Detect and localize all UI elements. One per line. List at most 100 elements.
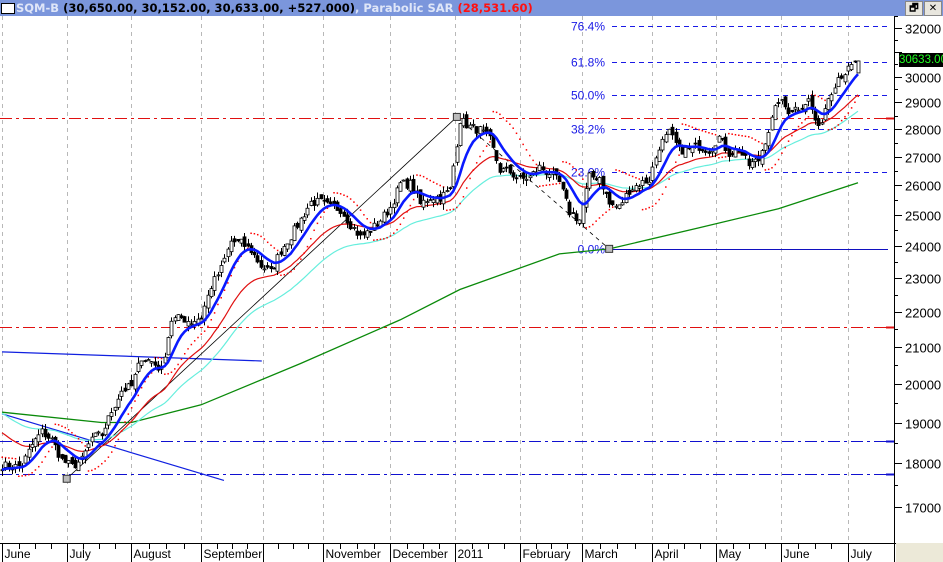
candle — [581, 203, 586, 228]
candle — [229, 236, 234, 256]
candle-body — [352, 227, 357, 229]
sar-dot — [256, 233, 259, 236]
candle-body — [103, 427, 108, 436]
candle-body — [750, 161, 755, 168]
y-tick-label: 30000 — [905, 71, 941, 86]
candle-body — [226, 248, 231, 258]
candle-body — [60, 454, 65, 459]
candle — [299, 216, 304, 233]
month-label: March — [585, 547, 618, 561]
candle — [468, 122, 473, 129]
candle-body — [212, 276, 217, 291]
sar-dot — [363, 214, 365, 216]
ma-fast — [1, 73, 859, 471]
sar-dot — [28, 473, 30, 476]
sar-dot — [157, 357, 159, 359]
parabolic-sar — [1, 94, 859, 478]
sar-dot — [260, 235, 262, 238]
trendline — [66, 116, 458, 480]
candle-body — [786, 107, 791, 115]
sar-dot — [47, 450, 50, 453]
sar-dot — [462, 196, 465, 198]
sar-dot — [104, 460, 106, 462]
sar-dot — [485, 145, 488, 147]
sar-dot — [150, 372, 153, 374]
candle-body — [773, 105, 778, 121]
close-button[interactable]: ✕ — [924, 1, 942, 16]
candle-body — [36, 434, 41, 443]
sar-dot — [509, 123, 511, 126]
x-axis: June July August September November December 2… — [0, 543, 896, 562]
candle-body — [302, 216, 307, 221]
candle — [836, 72, 841, 88]
sar-dot — [469, 177, 471, 180]
candle-body — [723, 136, 728, 151]
restore-button[interactable]: 🗗 — [905, 1, 923, 16]
candle — [216, 271, 221, 281]
month-label: September — [204, 547, 263, 561]
candle-body — [644, 177, 649, 184]
candle — [650, 162, 655, 183]
sar-dot — [582, 178, 584, 180]
candle — [455, 144, 460, 166]
candle-body — [292, 225, 297, 241]
candle-body — [96, 431, 101, 434]
fib-level-label: 23.6% — [571, 166, 605, 180]
pivot-marker — [62, 474, 71, 483]
candle — [259, 255, 264, 270]
sar-dot — [230, 274, 232, 277]
month-label: June — [784, 547, 810, 561]
ohlc-values: (30,650.00, 30,152.00, 30,633.00, +527.0… — [63, 1, 355, 15]
candle — [398, 180, 403, 192]
candle-body — [630, 189, 635, 192]
candle-body — [116, 398, 121, 408]
sar-dot — [734, 133, 737, 136]
sar-dot — [532, 159, 534, 162]
candle-body — [289, 239, 294, 246]
sar-dot — [456, 206, 458, 209]
sar-dot — [562, 161, 564, 163]
candle-body — [246, 243, 251, 247]
sar-dot — [761, 142, 763, 145]
candle — [770, 115, 775, 131]
sar-dot — [24, 474, 27, 477]
sar-dot — [655, 202, 657, 205]
candle — [451, 163, 456, 190]
candle — [667, 128, 672, 135]
candle — [670, 123, 675, 140]
candle-body — [501, 168, 506, 172]
candle — [209, 285, 214, 299]
candle — [302, 213, 307, 224]
sar-dot — [678, 154, 680, 156]
candle-body — [312, 199, 317, 206]
sar-dot — [84, 445, 86, 447]
candle-body — [717, 135, 722, 143]
candle-body — [856, 60, 861, 74]
sar-dot — [598, 217, 601, 219]
trendline — [1, 351, 262, 362]
sar-dot — [472, 169, 475, 171]
candle — [133, 372, 138, 395]
candle-body — [504, 166, 509, 169]
candle — [750, 158, 755, 170]
y-tick-label: 24000 — [905, 240, 941, 255]
candle-body — [571, 212, 576, 214]
month-label: July — [851, 547, 872, 561]
month-label: December — [393, 547, 448, 561]
candle-body — [421, 199, 426, 208]
sar-dot — [74, 434, 76, 437]
candle-body — [418, 189, 423, 205]
candle-body — [481, 129, 486, 132]
sar-dot — [830, 128, 833, 130]
candle — [392, 198, 397, 214]
sar-dot — [436, 183, 438, 185]
sar-dot — [349, 198, 352, 200]
sar-dot — [724, 156, 727, 158]
candle-body — [521, 172, 526, 179]
candle — [27, 443, 32, 462]
sar-dot — [492, 110, 495, 113]
sar-dot — [767, 168, 770, 171]
sar-dot — [134, 400, 136, 402]
candle-body — [129, 380, 134, 387]
candle — [448, 186, 453, 191]
